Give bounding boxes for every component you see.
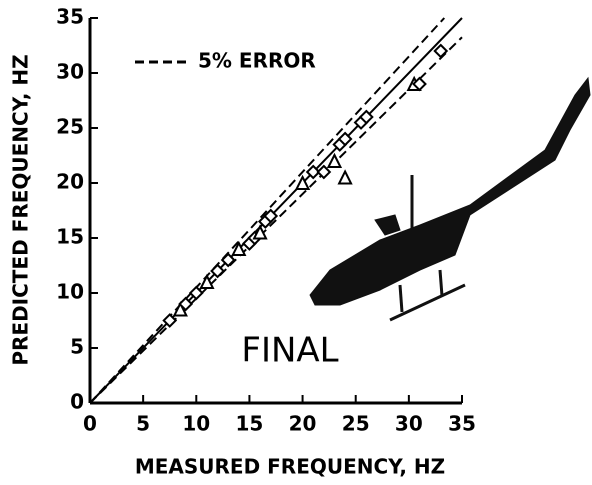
y-axis-label: PREDICTED FREQUENCY, HZ <box>9 54 33 365</box>
x-tick-label: 20 <box>289 412 317 436</box>
data-point <box>172 301 188 317</box>
x-tick-label: 0 <box>83 412 97 436</box>
data-point <box>162 313 178 328</box>
y-tick-label: 35 <box>56 5 84 29</box>
x-tick-label: 35 <box>448 412 476 436</box>
data-point <box>178 296 194 312</box>
data-point <box>294 174 311 190</box>
data-point <box>326 152 343 168</box>
data-point <box>337 169 353 185</box>
data-point <box>358 109 374 125</box>
data-point <box>252 224 268 240</box>
y-tick-label: 10 <box>56 280 84 304</box>
x-axis-label: MEASURED FREQUENCY, HZ <box>135 455 445 479</box>
legend-label: 5% ERROR <box>198 49 316 73</box>
data-point <box>316 164 332 180</box>
data-point <box>412 76 427 92</box>
y-tick-label: 20 <box>56 170 84 194</box>
annotation: FINAL <box>241 331 338 371</box>
data-point <box>433 43 449 59</box>
reference-line <box>89 17 446 404</box>
y-tick-label: 0 <box>70 390 84 414</box>
reference-line <box>89 17 463 404</box>
x-tick-label: 30 <box>395 412 423 436</box>
y-tick-label: 5 <box>70 335 84 359</box>
x-tick-label: 10 <box>182 412 210 436</box>
data-point <box>188 285 204 301</box>
x-tick-label: 25 <box>342 412 370 436</box>
y-tick-label: 15 <box>56 225 84 249</box>
helicopter-drawing <box>309 76 591 322</box>
x-tick-label: 15 <box>236 412 264 436</box>
data-point <box>231 240 247 256</box>
data-point <box>220 252 236 268</box>
data-point <box>263 208 279 224</box>
x-tick-label: 5 <box>136 412 150 436</box>
data-point <box>337 131 353 147</box>
y-tick-label: 25 <box>56 115 84 139</box>
reference-line <box>89 36 463 404</box>
data-point <box>210 263 225 279</box>
data-point <box>305 164 321 180</box>
y-tick-label: 30 <box>56 60 84 84</box>
data-point <box>199 273 215 289</box>
